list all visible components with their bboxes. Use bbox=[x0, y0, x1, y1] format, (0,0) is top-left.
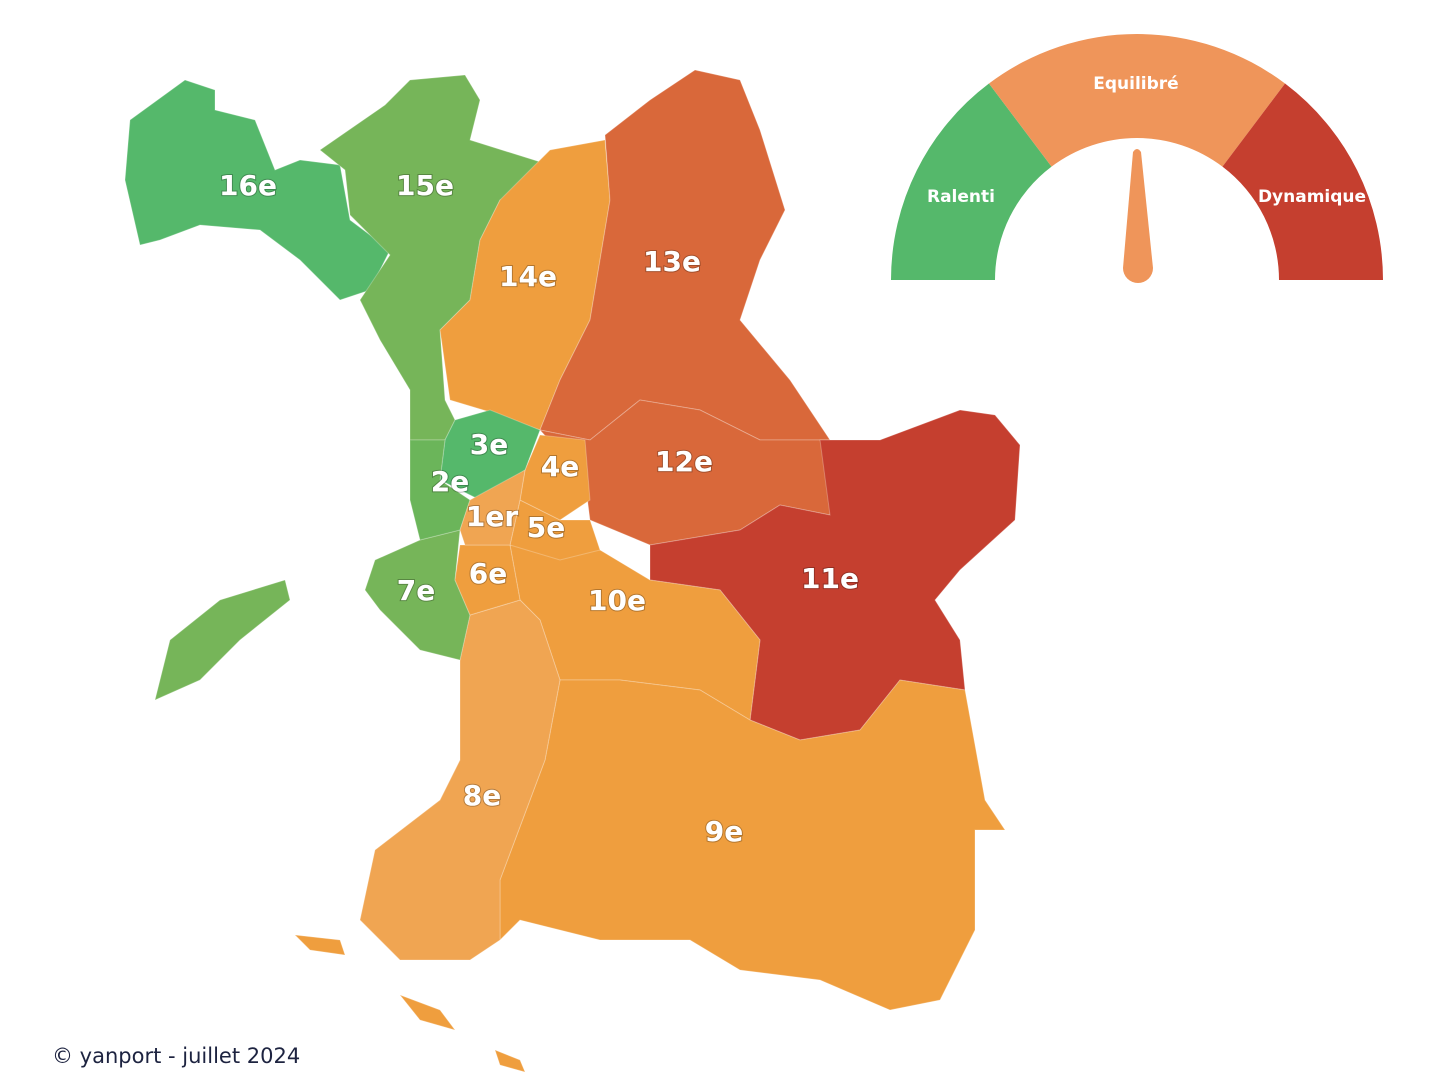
district-label: 15e bbox=[396, 169, 454, 202]
gauge-label: Dynamique bbox=[1258, 187, 1366, 207]
district bbox=[359, 599, 561, 961]
gauge-segment bbox=[1222, 83, 1383, 280]
district-label: 3e bbox=[470, 428, 508, 461]
district-label: 10e bbox=[588, 584, 646, 617]
district-label: 11e bbox=[801, 562, 859, 595]
district bbox=[459, 469, 526, 546]
island bbox=[293, 934, 346, 956]
district-label: 12e bbox=[655, 445, 713, 478]
gauge-needle bbox=[1123, 149, 1153, 283]
district-label: 5e bbox=[527, 511, 565, 544]
district-label: 6e bbox=[469, 557, 507, 590]
district-label: 13e bbox=[643, 245, 701, 278]
district-label: 4e bbox=[541, 450, 579, 483]
district-label: 7e bbox=[397, 574, 435, 607]
district-label: 16e bbox=[219, 169, 277, 202]
gauge-segment bbox=[891, 83, 1052, 280]
gauge-label: Ralenti bbox=[927, 187, 995, 207]
island bbox=[494, 1049, 526, 1073]
district-label: 9e bbox=[705, 815, 743, 848]
district bbox=[499, 679, 1006, 1011]
district-label: 8e bbox=[463, 779, 501, 812]
district-label: 1er bbox=[466, 500, 518, 533]
island bbox=[398, 993, 457, 1031]
district-label: 14e bbox=[499, 260, 557, 293]
gauge-label: Equilibré bbox=[1093, 74, 1178, 94]
island bbox=[154, 579, 291, 701]
footer: © yanport - juillet 2024 bbox=[52, 1044, 300, 1068]
gauge: Ralenti Equilibré Dynamique bbox=[891, 33, 1383, 283]
gauge-segment bbox=[988, 33, 1286, 167]
district-label: 2e bbox=[431, 465, 469, 498]
